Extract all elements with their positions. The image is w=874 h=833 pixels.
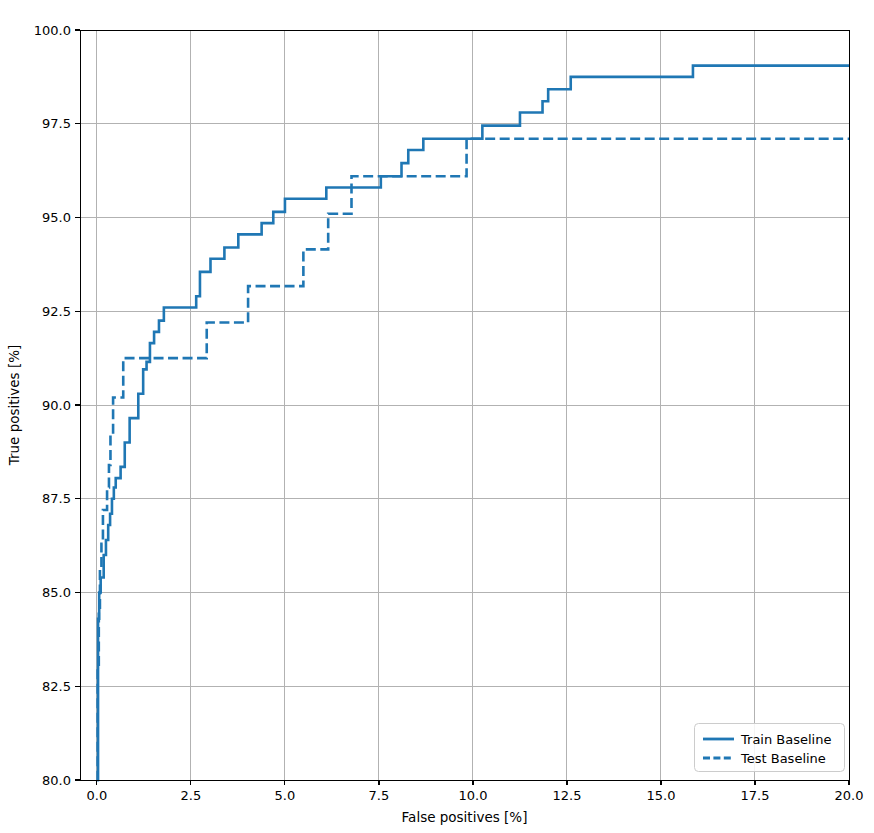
- y-tick-label: 87.5: [42, 491, 71, 506]
- y-tick-label: 85.0: [42, 585, 71, 600]
- x-tick-label: 10.0: [458, 788, 487, 803]
- chart-canvas: 0.0 2.5 5.0 7.5 10.0 12.5 15.0 17.5 20.0 80.0 82.5…: [0, 0, 874, 833]
- legend-label: Test Baseline: [740, 751, 826, 766]
- legend-label: Train Baseline: [740, 732, 831, 747]
- legend: Train Baseline Test Baseline: [695, 724, 845, 772]
- x-tick-label: 12.5: [552, 788, 581, 803]
- y-tick-label: 97.5: [42, 116, 71, 131]
- roc-figure: 0.0 2.5 5.0 7.5 10.0 12.5 15.0 17.5 20.0 80.0 82.5…: [0, 0, 874, 833]
- y-tick-label: 80.0: [42, 773, 71, 788]
- x-tick-label: 0.0: [87, 788, 108, 803]
- x-tick-label: 20.0: [835, 788, 864, 803]
- x-tick-label: 5.0: [275, 788, 296, 803]
- y-tick-label: 90.0: [42, 398, 71, 413]
- x-tick-label: 2.5: [181, 788, 202, 803]
- y-tick-label: 95.0: [42, 210, 71, 225]
- x-axis-label: False positives [%]: [402, 809, 528, 825]
- y-tick-label: 100.0: [34, 23, 71, 38]
- y-axis-label: True positives [%]: [6, 345, 22, 467]
- x-tick-label: 15.0: [647, 788, 676, 803]
- x-tick-label: 17.5: [741, 788, 770, 803]
- x-tick-label: 7.5: [369, 788, 390, 803]
- axes: 0.0 2.5 5.0 7.5 10.0 12.5 15.0 17.5 20.0 80.0 82.5…: [6, 23, 863, 826]
- y-tick-label: 82.5: [42, 679, 71, 694]
- y-tick-label: 92.5: [42, 304, 71, 319]
- grid: [80, 30, 849, 780]
